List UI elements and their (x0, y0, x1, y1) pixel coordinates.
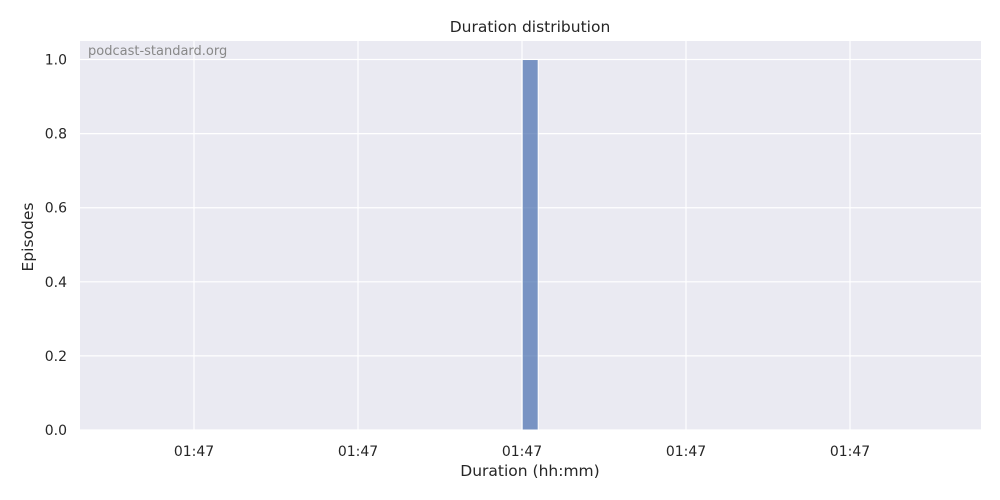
x-tick-label: 01:47 (502, 444, 542, 460)
x-tick-label: 01:47 (338, 444, 378, 460)
y-tick-label: 0.4 (45, 275, 67, 291)
watermark-text: podcast-standard.org (88, 44, 227, 59)
y-tick-label: 0.6 (45, 201, 67, 217)
chart-title: Duration distribution (450, 18, 611, 36)
y-tick-label: 0.2 (45, 349, 67, 365)
bars (521, 59, 539, 431)
y-axis-label: Episodes (19, 203, 37, 272)
y-tick-label: 0.8 (45, 127, 67, 143)
y-tick-label: 0.0 (45, 423, 67, 439)
x-tick-label: 01:47 (174, 444, 214, 460)
x-tick-label: 01:47 (830, 444, 870, 460)
y-tick-label: 1.0 (45, 53, 67, 69)
y-axis-ticks: 0.0 0.2 0.4 0.6 0.8 1.0 (45, 53, 67, 439)
histogram-bar (521, 59, 539, 431)
x-axis-label: Duration (hh:mm) (460, 462, 599, 480)
x-tick-label: 01:47 (666, 444, 706, 460)
x-axis-ticks: 01:47 01:47 01:47 01:47 01:47 (174, 444, 870, 460)
